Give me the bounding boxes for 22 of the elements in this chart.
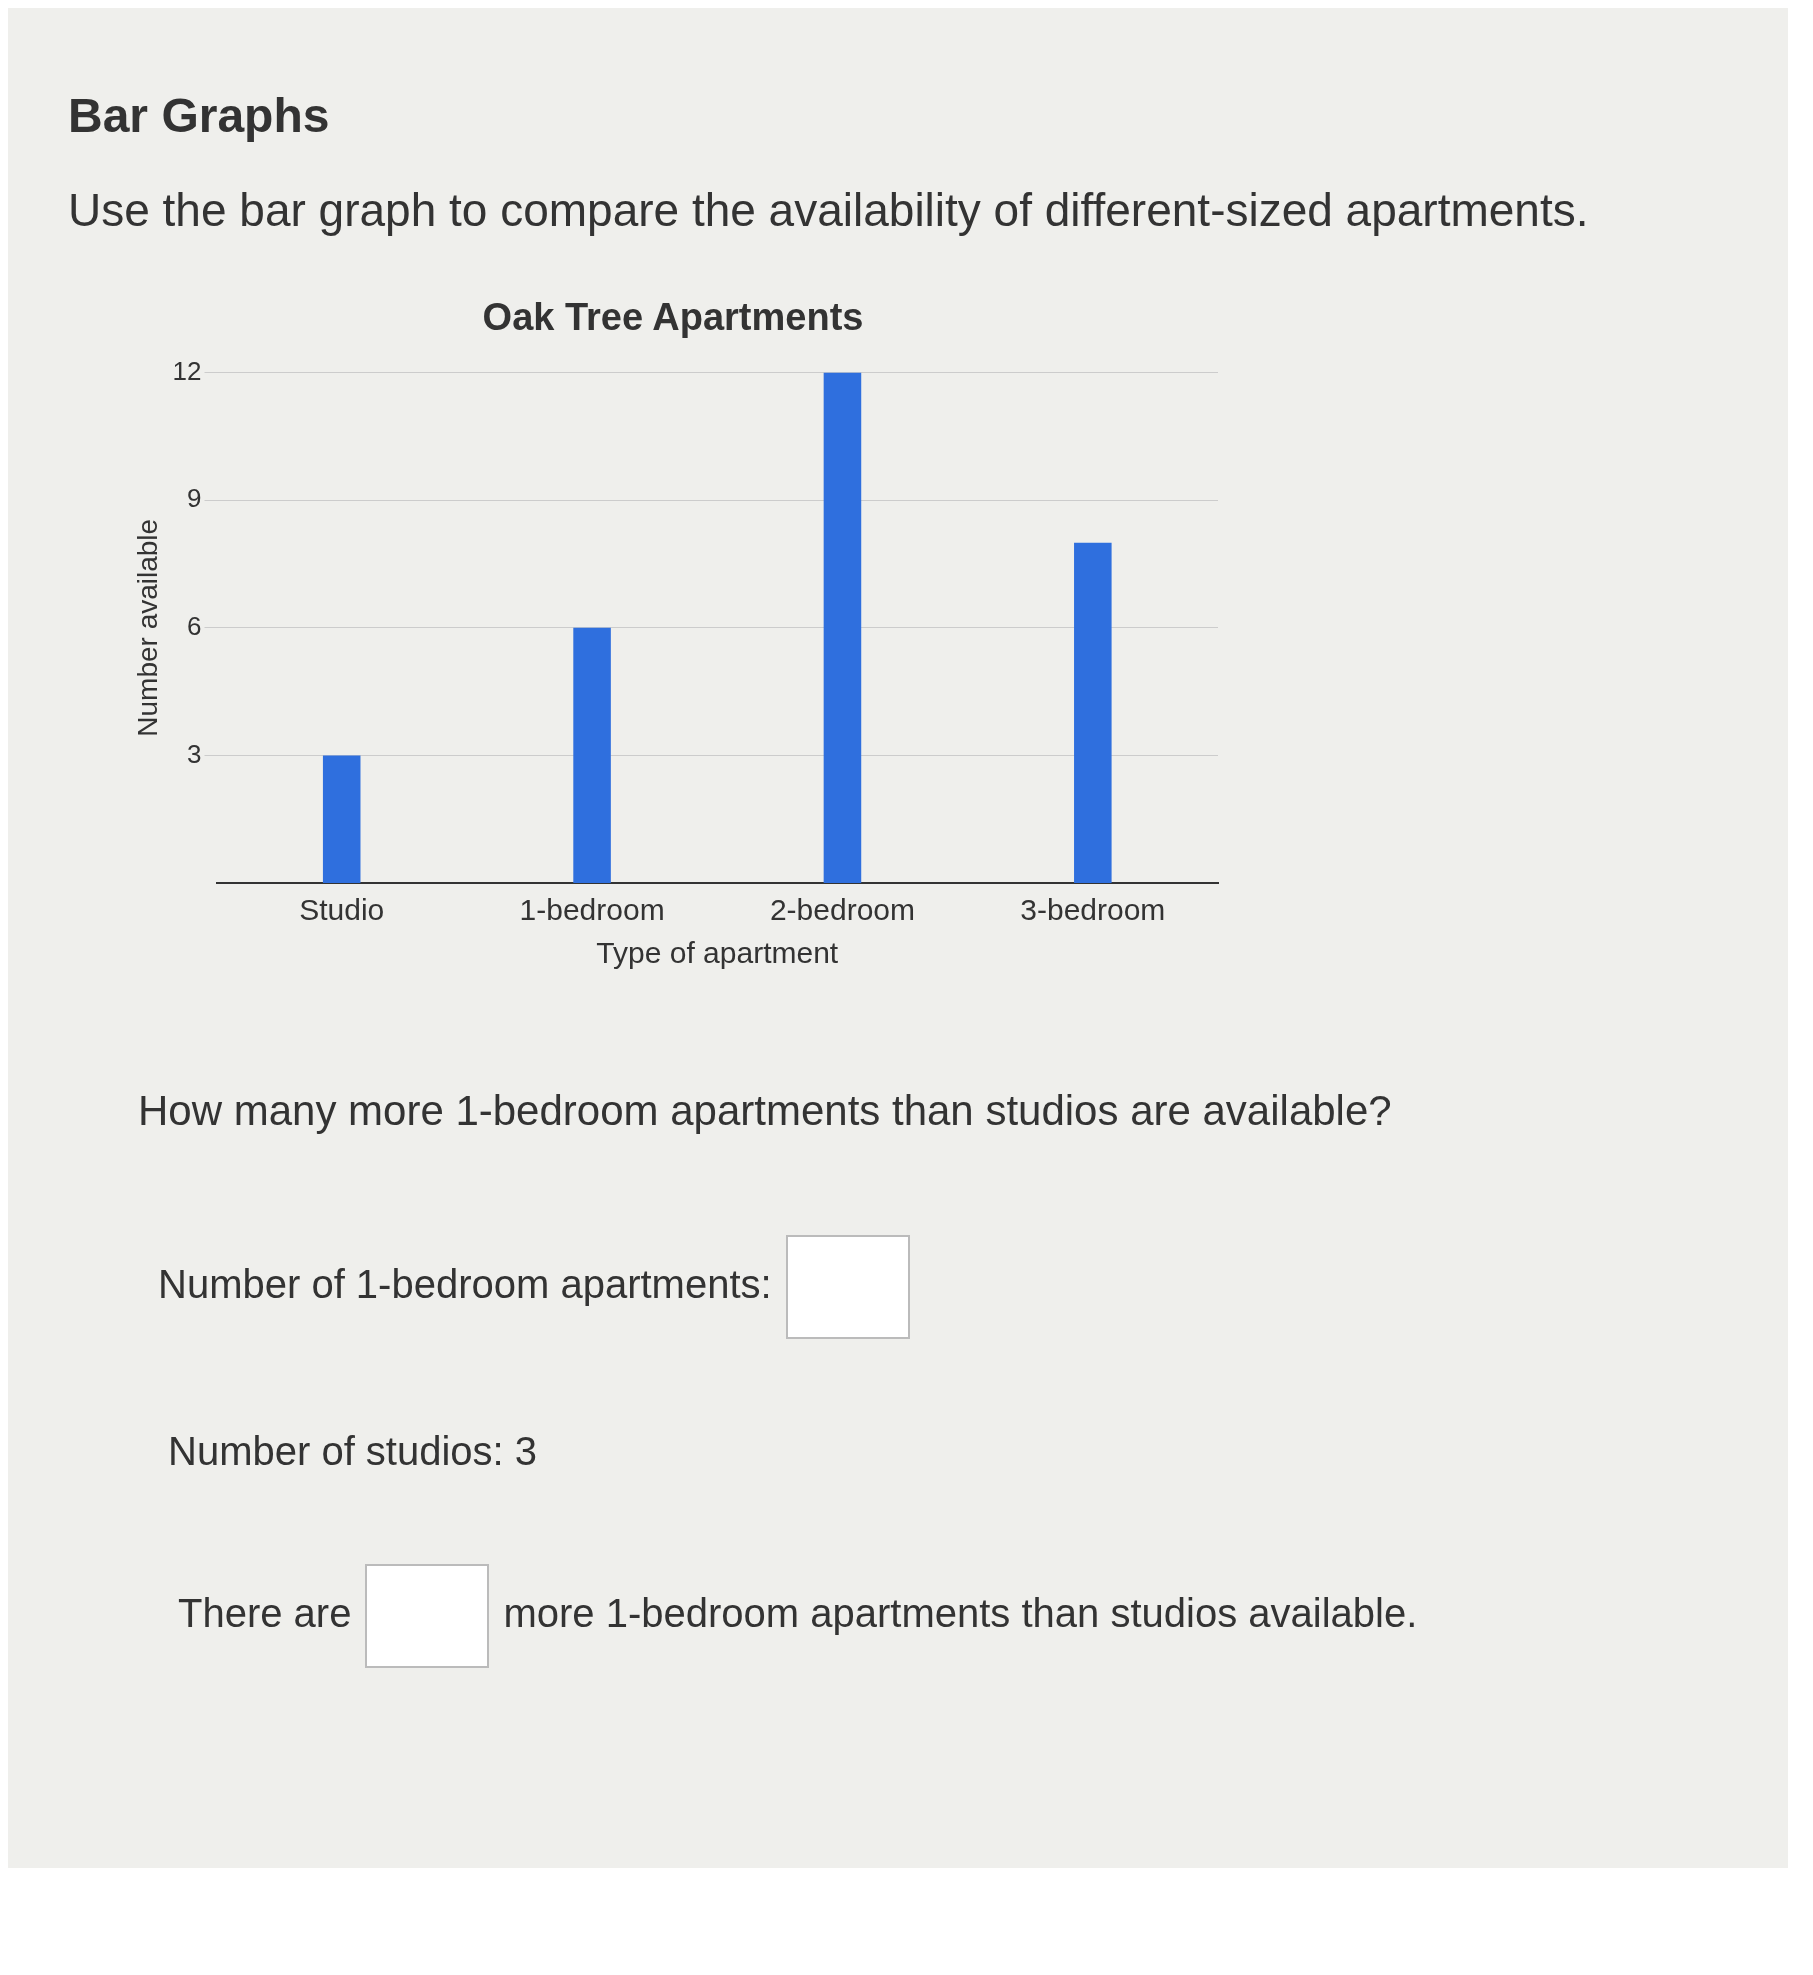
x-tick-label: 2-bedroom [769,893,915,927]
text: How many more 1-bedroom apartments than studios are available? [138,1087,1393,1135]
y-tick-label: 12 [172,355,202,386]
x-tick-label: 1-bedroom [519,893,665,927]
text: Use the bar graph to compare the availability of different-sized apartments. [68,183,1590,237]
text: more 1-bedroom apartments than studios available. [503,1590,1418,1635]
bar [1074,542,1112,883]
y-axis-title: Number available [131,518,163,737]
y-tick-label: 9 [187,483,202,514]
text: Bar Graphs [68,88,331,143]
bar [823,372,862,883]
x-tick-label: Studio [299,893,385,927]
text: Number of studios: 3 [168,1429,539,1474]
bar [573,627,611,883]
y-tick-label: 6 [187,610,202,641]
chart-title: Oak Tree Apartments [482,296,864,339]
text: There are [178,1590,352,1635]
x-axis-title: Type of apartment [596,936,839,970]
text: Number of 1-bedroom apartments: [158,1261,772,1306]
bar [322,755,361,883]
y-tick-label: 3 [187,738,202,769]
x-tick-label: 3-bedroom [1020,893,1166,927]
